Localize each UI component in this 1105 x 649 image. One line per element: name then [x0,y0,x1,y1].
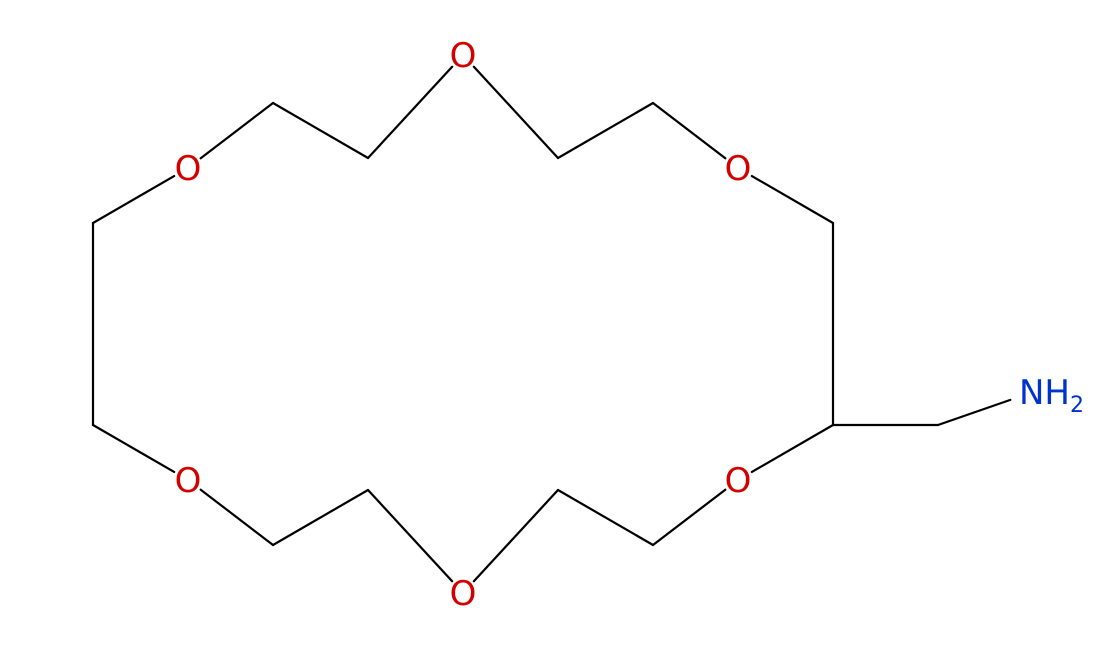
oxygen-upper-right: O [725,149,752,189]
chemical-structure-diagram: OOOOOONH2 [0,0,1105,649]
oxygen-bottom: O [450,574,477,614]
oxygen-lower-right: O [725,461,752,501]
oxygen-upper-left: O [175,149,202,189]
oxygen-top: O [450,36,477,76]
oxygen-lower-left: O [175,461,202,501]
canvas-bg [0,0,1105,649]
